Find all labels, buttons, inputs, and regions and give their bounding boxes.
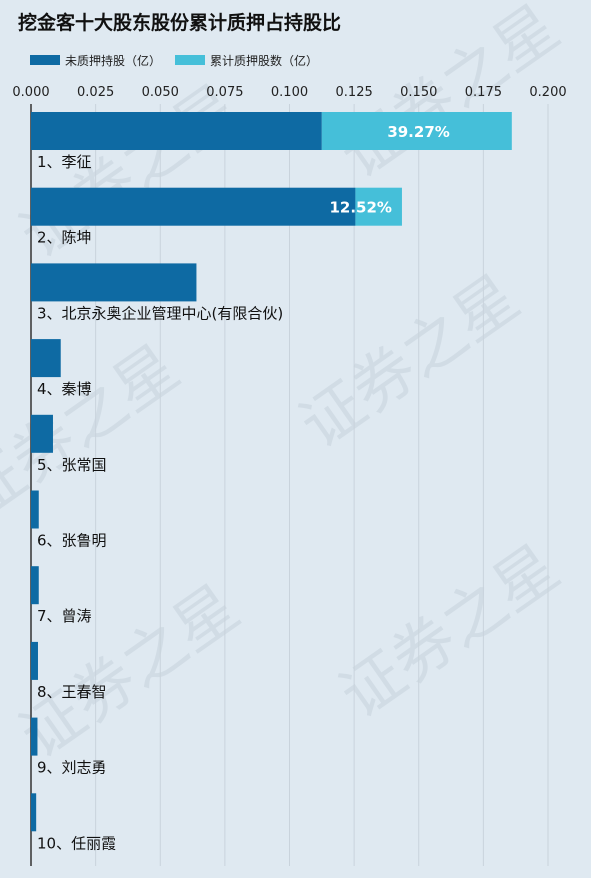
category-label: 1、李征: [37, 153, 92, 171]
x-tick-label: 0.125: [336, 85, 373, 100]
x-tick-label: 0.100: [271, 85, 308, 100]
category-label: 5、张常国: [37, 456, 107, 474]
x-tick-label: 0.075: [206, 85, 243, 100]
x-tick-label: 0.175: [465, 85, 502, 100]
watermark-text: 证券之星: [7, 570, 252, 772]
chart-title: 挖金客十大股东股份累计质押占持股比: [18, 12, 342, 34]
x-tick-label: 0.200: [529, 85, 566, 100]
bar-unpledged: [31, 263, 197, 302]
x-tick-label: 0.025: [77, 85, 114, 100]
bar-unpledged: [31, 414, 53, 453]
bar-unpledged: [31, 339, 61, 378]
x-tick-labels: 0.000 0.025 0.050 0.075 0.100 0.125 0.150 0.175…: [12, 85, 566, 100]
data-label: 12.52%: [329, 199, 391, 217]
legend-swatch-pledged: [175, 55, 206, 65]
bar-unpledged: [31, 641, 38, 680]
watermark-text: 证券之星: [287, 260, 532, 462]
data-label: 39.27%: [387, 123, 449, 141]
category-label: 7、曾涛: [37, 607, 92, 625]
category-label: 9、刘志勇: [37, 759, 107, 777]
bar-unpledged: [31, 187, 356, 226]
bar-unpledged: [31, 566, 39, 605]
category-label: 6、张鲁明: [37, 532, 107, 550]
bar-unpledged: [31, 490, 39, 529]
category-label: 2、陈坤: [37, 229, 92, 247]
bar-pledged: [355, 187, 402, 226]
legend-item-pledged: 累计质押股数（亿）: [175, 52, 318, 69]
legend-item-unpledged: 未质押持股（亿）: [30, 52, 161, 69]
category-labels: 39.27% 1、李征 12.52% 2、陈坤 3、北京永奥企业管理中心(有限合伙) 4、…: [37, 123, 450, 852]
category-label: 10、任丽霞: [37, 834, 116, 852]
watermark-text: 证券之星: [327, 530, 572, 732]
category-label: 4、秦博: [37, 380, 92, 398]
x-tick-label: 0.050: [142, 85, 179, 100]
bar-pledged: [321, 112, 512, 150]
bars: [31, 112, 512, 832]
bar-unpledged: [31, 717, 38, 756]
legend-label-pledged: 累计质押股数（亿）: [210, 53, 319, 68]
category-label: 3、北京永奥企业管理中心(有限合伙): [37, 304, 283, 322]
x-tick-label: 0.150: [400, 85, 437, 100]
x-tick-label: 0.000: [12, 85, 49, 100]
bar-unpledged: [31, 112, 322, 150]
legend-label-unpledged: 未质押持股（亿）: [65, 53, 162, 68]
bar-unpledged: [31, 793, 37, 832]
legend-swatch-unpledged: [30, 55, 60, 65]
category-label: 8、王春智: [37, 683, 107, 701]
legend: 未质押持股（亿） 累计质押股数（亿）: [30, 52, 332, 68]
